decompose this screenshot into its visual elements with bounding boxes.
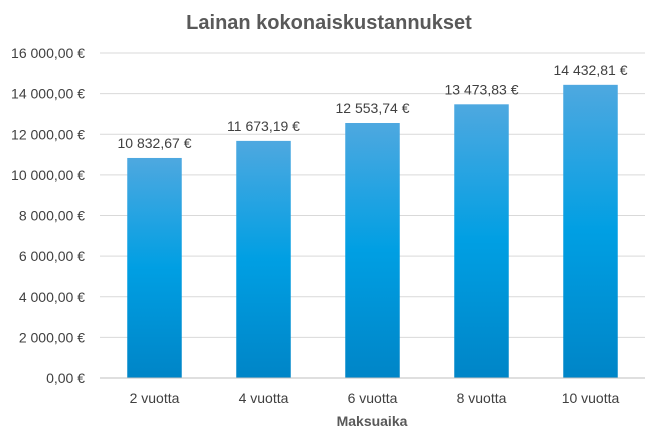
data-label: 10 832,67 € [118,135,192,151]
data-label: 12 553,74 € [336,100,410,116]
x-axis-ticks: 2 vuotta 4 vuotta 6 vuotta 8 vuotta 10 vuott… [130,390,620,406]
bar [454,104,509,378]
bars [127,84,618,378]
bar [563,84,618,378]
x-tick-label: 6 vuotta [348,390,398,406]
y-tick-label: 16 000,00 € [11,45,85,61]
x-tick-label: 2 vuotta [130,390,180,406]
y-tick-label: 6 000,00 € [19,248,85,264]
y-tick-label: 0,00 € [46,370,85,386]
y-tick-label: 4 000,00 € [19,289,85,305]
data-labels: 10 832,67 € 11 673,19 € 12 553,74 € 13 473,… [118,62,628,151]
x-tick-label: 4 vuotta [239,390,289,406]
x-tick-label: 10 vuotta [562,390,620,406]
bar [127,157,182,378]
y-tick-label: 12 000,00 € [11,126,85,142]
x-axis-title: Maksuaika [337,413,408,429]
y-tick-label: 14 000,00 € [11,86,85,102]
data-label: 14 432,81 € [554,62,628,78]
y-tick-label: 10 000,00 € [11,167,85,183]
chart-title: Lainan kokonaiskustannukset [186,12,472,34]
y-tick-label: 8 000,00 € [19,208,85,224]
bar [236,140,291,378]
x-tick-label: 8 vuotta [457,390,507,406]
y-tick-label: 2 000,00 € [19,329,85,345]
data-label: 13 473,83 € [445,81,519,97]
y-axis-ticks: 0,00 € 2 000,00 € 4 000,00 € 6 000,00 € 8 00… [11,45,85,386]
data-label: 11 673,19 € [227,118,300,134]
bar [345,123,400,378]
